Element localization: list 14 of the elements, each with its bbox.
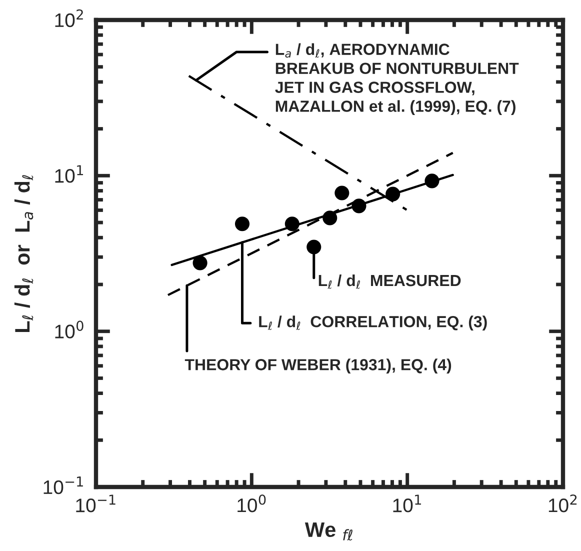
annotation: L$_{ℓ}$ / d$_{ℓ}$ MEASURED — [318, 274, 461, 289]
x-axis-title: We $_{fℓ}$ — [304, 522, 352, 540]
x-tick-label: 10$^{0}$ — [238, 494, 266, 512]
annotation: THEORY OF WEBER (1931), EQ. (4) — [184, 358, 452, 374]
y-tick-label: 10$^{−1}$ — [44, 476, 83, 494]
annotation: L$_{a}$ / d$_{ℓ}$, AERODYNAMIC BREAKUB OF NONTURBULENT JET IN GAS CROSSFLOW, MAZALLON et al. (1999), EQ. (7) — [275, 43, 519, 116]
y-axis-title: L$_{ℓ}$ / d$_{ℓ}$ or L$_{a}$ / d$_{ℓ}$ — [14, 175, 34, 332]
x-tick-label: 10$^{−1}$ — [76, 494, 116, 512]
x-tick-label: 10$^{1}$ — [393, 494, 421, 512]
y-tick-label: 10$^{1}$ — [55, 165, 83, 183]
annotation: L$_{ℓ}$ / d$_{ℓ}$ CORRELATION, EQ. (3) — [259, 316, 487, 330]
x-tick-label: 10$^{2}$ — [548, 494, 577, 512]
y-tick-label: 10$^{0}$ — [55, 320, 84, 338]
y-tick-label: 10$^{2}$ — [55, 9, 83, 28]
